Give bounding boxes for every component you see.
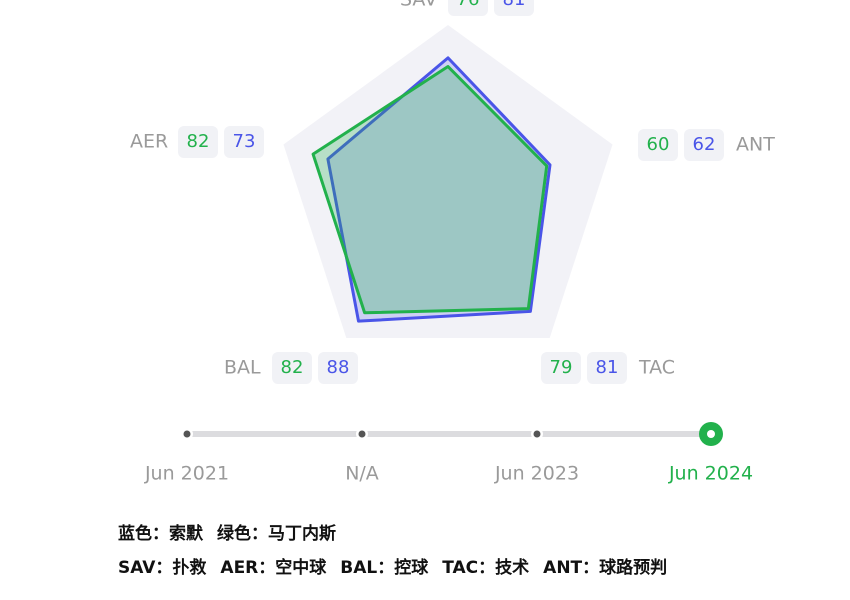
value-badge — [224, 126, 264, 158]
value-badge — [684, 129, 724, 161]
value-badge — [494, 0, 534, 16]
timeline-label[interactable]: Jun 2024 — [668, 463, 753, 485]
value-label: 81 — [596, 357, 619, 378]
value-badge — [318, 352, 358, 384]
footer-item: 绿色：马丁内斯 — [217, 524, 336, 544]
timeline-dot-center — [183, 430, 191, 438]
series-polygon — [326, 56, 552, 323]
timeline-dot-center — [533, 430, 541, 438]
value-badge — [587, 352, 627, 384]
value-label: 82 — [187, 131, 210, 152]
footer-item: TAC：技术 — [442, 558, 530, 578]
value-label: 62 — [693, 134, 716, 155]
series-polygon — [311, 65, 549, 315]
legend-line: 蓝色：索默 绿色：马丁内斯 — [118, 519, 350, 544]
axis-label: AER — [130, 131, 168, 153]
footer-item: ANT：球路预判 — [543, 558, 668, 578]
footer-item: BAL：控球 — [340, 558, 429, 578]
value-badge — [178, 126, 218, 158]
footer-item: SAV：扑救 — [118, 558, 207, 578]
value-label: 73 — [233, 131, 256, 152]
timeline-dot-center — [707, 430, 715, 438]
footer-item: AER：空中球 — [220, 558, 327, 578]
value-badge — [541, 352, 581, 384]
axis-label: ANT — [736, 134, 775, 156]
radar-background — [283, 25, 613, 338]
value-badge — [272, 352, 312, 384]
timeline-label[interactable]: Jun 2021 — [144, 463, 229, 485]
value-badge — [638, 129, 678, 161]
axis-label: SAV — [400, 0, 437, 11]
value-label: 81 — [503, 0, 526, 10]
timeline-label[interactable]: N/A — [345, 463, 379, 485]
value-label: 79 — [550, 357, 573, 378]
value-label: 88 — [327, 357, 350, 378]
glossary-line: SAV：扑救 AER：空中球 BAL：控球 TAC：技术 ANT：球路预判 — [118, 553, 681, 578]
footer-item: 蓝色：索默 — [118, 524, 203, 544]
axis-label: BAL — [224, 357, 261, 379]
value-badge — [448, 0, 488, 16]
axis-label: TAC — [638, 357, 675, 379]
value-label: 82 — [281, 357, 304, 378]
timeline-dot-center — [358, 430, 366, 438]
value-label: 76 — [457, 0, 480, 10]
value-label: 60 — [647, 134, 670, 155]
timeline-label[interactable]: Jun 2023 — [494, 463, 579, 485]
